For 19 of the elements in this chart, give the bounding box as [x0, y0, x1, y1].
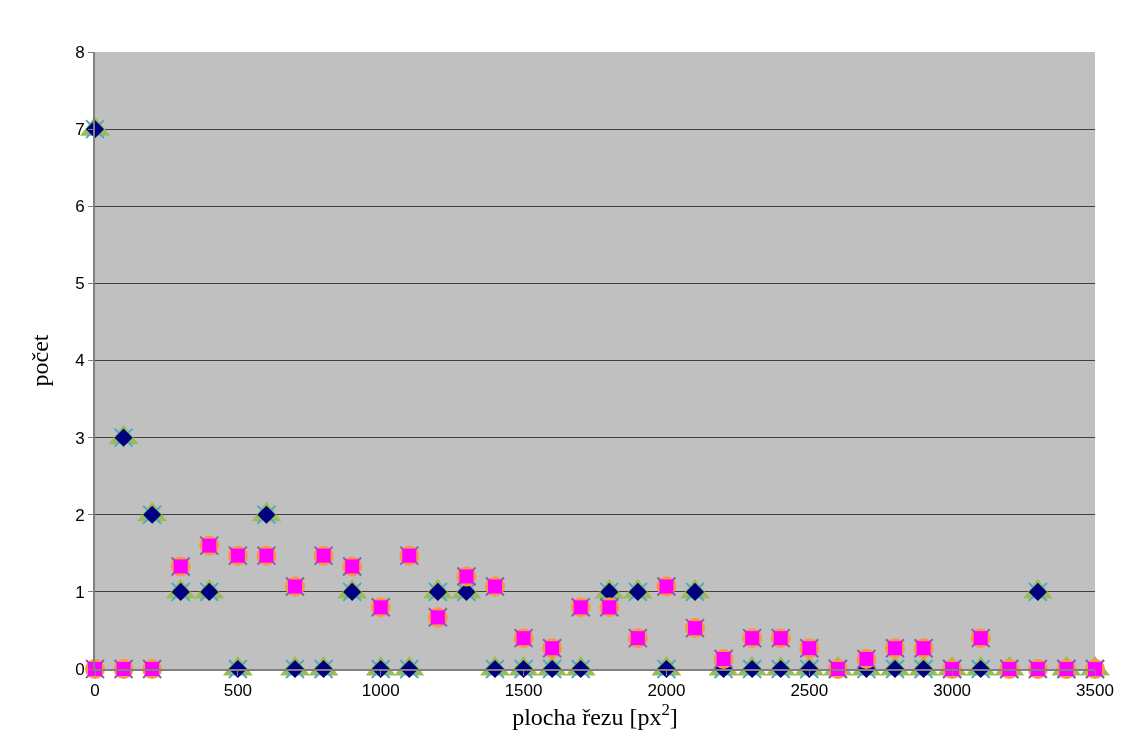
y-tick-label: 0 — [75, 659, 85, 679]
x-tick-label: 500 — [223, 681, 253, 701]
x-tick-label: 3500 — [1076, 681, 1114, 701]
x-tick-label: 2500 — [790, 681, 829, 701]
x-tick-label: 3000 — [933, 681, 972, 701]
y-axis-title: počet — [26, 334, 53, 387]
y-tick-label: 3 — [75, 428, 85, 448]
y-tick-label: 8 — [75, 42, 85, 62]
y-tick-label: 5 — [75, 274, 85, 294]
y-tick-label: 7 — [75, 120, 85, 140]
x-tick-label: 2000 — [647, 681, 686, 701]
x-tick-label: 1000 — [361, 681, 400, 701]
x-axis-title: plocha řezu [px$^{2}$] — [512, 700, 678, 731]
y-tick-label: 1 — [75, 582, 85, 602]
y-tick-label: 6 — [75, 197, 85, 217]
y-tick-label: 2 — [75, 505, 85, 525]
x-tick-label: 1500 — [504, 681, 543, 701]
x-tick-label: 0 — [90, 681, 100, 701]
y-tick-label: 4 — [75, 351, 85, 371]
